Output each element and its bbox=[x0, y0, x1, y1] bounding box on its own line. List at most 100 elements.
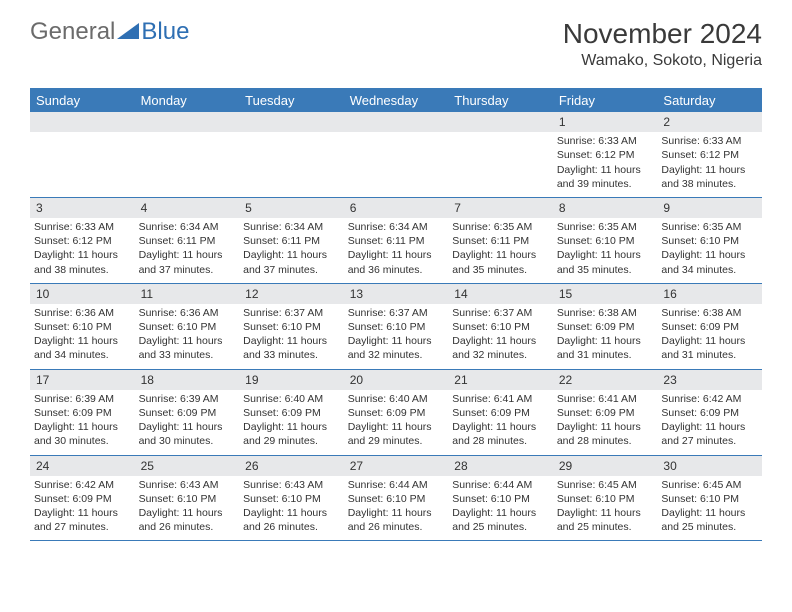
sunset: Sunset: 6:10 PM bbox=[557, 234, 654, 248]
day-cell: 5Sunrise: 6:34 AMSunset: 6:11 PMDaylight… bbox=[239, 198, 344, 283]
sunset: Sunset: 6:10 PM bbox=[661, 492, 758, 506]
sunset: Sunset: 6:12 PM bbox=[557, 148, 654, 162]
day-body bbox=[448, 132, 553, 194]
day-body: Sunrise: 6:40 AMSunset: 6:09 PMDaylight:… bbox=[239, 390, 344, 455]
day-cell: 25Sunrise: 6:43 AMSunset: 6:10 PMDayligh… bbox=[135, 456, 240, 541]
day-number bbox=[344, 112, 449, 132]
day-cell: 26Sunrise: 6:43 AMSunset: 6:10 PMDayligh… bbox=[239, 456, 344, 541]
day-number: 20 bbox=[344, 370, 449, 390]
day-number: 5 bbox=[239, 198, 344, 218]
sunrise: Sunrise: 6:42 AM bbox=[661, 392, 758, 406]
week-row: 3Sunrise: 6:33 AMSunset: 6:12 PMDaylight… bbox=[30, 198, 762, 284]
sunset: Sunset: 6:10 PM bbox=[557, 492, 654, 506]
sunrise: Sunrise: 6:37 AM bbox=[452, 306, 549, 320]
day-body: Sunrise: 6:33 AMSunset: 6:12 PMDaylight:… bbox=[30, 218, 135, 283]
sunrise: Sunrise: 6:44 AM bbox=[452, 478, 549, 492]
sunset: Sunset: 6:10 PM bbox=[139, 320, 236, 334]
day-header: Sunday bbox=[30, 89, 135, 112]
sunset: Sunset: 6:10 PM bbox=[243, 492, 340, 506]
day-number: 16 bbox=[657, 284, 762, 304]
day-cell bbox=[30, 112, 135, 197]
day-cell: 10Sunrise: 6:36 AMSunset: 6:10 PMDayligh… bbox=[30, 284, 135, 369]
day-number: 7 bbox=[448, 198, 553, 218]
day-cell: 24Sunrise: 6:42 AMSunset: 6:09 PMDayligh… bbox=[30, 456, 135, 541]
daylight: Daylight: 11 hours and 34 minutes. bbox=[34, 334, 131, 362]
day-number: 9 bbox=[657, 198, 762, 218]
sunrise: Sunrise: 6:39 AM bbox=[34, 392, 131, 406]
sunset: Sunset: 6:09 PM bbox=[452, 406, 549, 420]
sunset: Sunset: 6:09 PM bbox=[348, 406, 445, 420]
sunrise: Sunrise: 6:33 AM bbox=[557, 134, 654, 148]
day-cell: 11Sunrise: 6:36 AMSunset: 6:10 PMDayligh… bbox=[135, 284, 240, 369]
day-number: 13 bbox=[344, 284, 449, 304]
day-cell: 27Sunrise: 6:44 AMSunset: 6:10 PMDayligh… bbox=[344, 456, 449, 541]
day-cell: 21Sunrise: 6:41 AMSunset: 6:09 PMDayligh… bbox=[448, 370, 553, 455]
day-header: Tuesday bbox=[239, 89, 344, 112]
sunset: Sunset: 6:10 PM bbox=[661, 234, 758, 248]
day-body: Sunrise: 6:45 AMSunset: 6:10 PMDaylight:… bbox=[553, 476, 658, 541]
daylight: Daylight: 11 hours and 31 minutes. bbox=[557, 334, 654, 362]
daylight: Daylight: 11 hours and 26 minutes. bbox=[348, 506, 445, 534]
day-number: 14 bbox=[448, 284, 553, 304]
daylight: Daylight: 11 hours and 27 minutes. bbox=[661, 420, 758, 448]
day-number: 29 bbox=[553, 456, 658, 476]
day-header: Wednesday bbox=[344, 89, 449, 112]
sunrise: Sunrise: 6:38 AM bbox=[661, 306, 758, 320]
day-body: Sunrise: 6:34 AMSunset: 6:11 PMDaylight:… bbox=[135, 218, 240, 283]
month-title: November 2024 bbox=[563, 18, 762, 50]
day-body: Sunrise: 6:37 AMSunset: 6:10 PMDaylight:… bbox=[344, 304, 449, 369]
day-body bbox=[239, 132, 344, 194]
sunrise: Sunrise: 6:45 AM bbox=[557, 478, 654, 492]
day-body: Sunrise: 6:34 AMSunset: 6:11 PMDaylight:… bbox=[239, 218, 344, 283]
daylight: Daylight: 11 hours and 34 minutes. bbox=[661, 248, 758, 276]
day-body: Sunrise: 6:41 AMSunset: 6:09 PMDaylight:… bbox=[448, 390, 553, 455]
day-header-row: Sunday Monday Tuesday Wednesday Thursday… bbox=[30, 89, 762, 112]
day-number: 1 bbox=[553, 112, 658, 132]
daylight: Daylight: 11 hours and 26 minutes. bbox=[243, 506, 340, 534]
sunrise: Sunrise: 6:35 AM bbox=[557, 220, 654, 234]
day-body bbox=[135, 132, 240, 194]
logo-text-1: General bbox=[30, 18, 115, 46]
day-number: 22 bbox=[553, 370, 658, 390]
location: Wamako, Sokoto, Nigeria bbox=[563, 52, 762, 70]
day-cell: 18Sunrise: 6:39 AMSunset: 6:09 PMDayligh… bbox=[135, 370, 240, 455]
day-cell: 12Sunrise: 6:37 AMSunset: 6:10 PMDayligh… bbox=[239, 284, 344, 369]
sunset: Sunset: 6:09 PM bbox=[557, 406, 654, 420]
day-number bbox=[239, 112, 344, 132]
sunset: Sunset: 6:09 PM bbox=[243, 406, 340, 420]
logo: General Blue bbox=[30, 18, 189, 46]
daylight: Daylight: 11 hours and 39 minutes. bbox=[557, 163, 654, 191]
sunset: Sunset: 6:09 PM bbox=[34, 492, 131, 506]
logo-text-2: Blue bbox=[141, 18, 189, 46]
sunrise: Sunrise: 6:34 AM bbox=[348, 220, 445, 234]
day-body: Sunrise: 6:36 AMSunset: 6:10 PMDaylight:… bbox=[135, 304, 240, 369]
title-block: November 2024 Wamako, Sokoto, Nigeria bbox=[563, 18, 762, 70]
week-row: 17Sunrise: 6:39 AMSunset: 6:09 PMDayligh… bbox=[30, 370, 762, 456]
sunset: Sunset: 6:10 PM bbox=[348, 492, 445, 506]
day-number: 24 bbox=[30, 456, 135, 476]
day-body: Sunrise: 6:39 AMSunset: 6:09 PMDaylight:… bbox=[30, 390, 135, 455]
day-body: Sunrise: 6:40 AMSunset: 6:09 PMDaylight:… bbox=[344, 390, 449, 455]
day-body: Sunrise: 6:33 AMSunset: 6:12 PMDaylight:… bbox=[553, 132, 658, 197]
day-number: 18 bbox=[135, 370, 240, 390]
sunrise: Sunrise: 6:34 AM bbox=[243, 220, 340, 234]
day-cell: 15Sunrise: 6:38 AMSunset: 6:09 PMDayligh… bbox=[553, 284, 658, 369]
daylight: Daylight: 11 hours and 26 minutes. bbox=[139, 506, 236, 534]
sunrise: Sunrise: 6:40 AM bbox=[243, 392, 340, 406]
day-body: Sunrise: 6:37 AMSunset: 6:10 PMDaylight:… bbox=[239, 304, 344, 369]
sunrise: Sunrise: 6:33 AM bbox=[34, 220, 131, 234]
daylight: Daylight: 11 hours and 27 minutes. bbox=[34, 506, 131, 534]
day-number: 27 bbox=[344, 456, 449, 476]
day-number: 8 bbox=[553, 198, 658, 218]
day-number: 19 bbox=[239, 370, 344, 390]
sunrise: Sunrise: 6:35 AM bbox=[452, 220, 549, 234]
day-cell: 13Sunrise: 6:37 AMSunset: 6:10 PMDayligh… bbox=[344, 284, 449, 369]
day-cell: 2Sunrise: 6:33 AMSunset: 6:12 PMDaylight… bbox=[657, 112, 762, 197]
day-cell: 16Sunrise: 6:38 AMSunset: 6:09 PMDayligh… bbox=[657, 284, 762, 369]
day-cell bbox=[344, 112, 449, 197]
day-cell: 29Sunrise: 6:45 AMSunset: 6:10 PMDayligh… bbox=[553, 456, 658, 541]
day-number: 25 bbox=[135, 456, 240, 476]
day-number: 12 bbox=[239, 284, 344, 304]
day-body: Sunrise: 6:35 AMSunset: 6:11 PMDaylight:… bbox=[448, 218, 553, 283]
sunset: Sunset: 6:09 PM bbox=[557, 320, 654, 334]
